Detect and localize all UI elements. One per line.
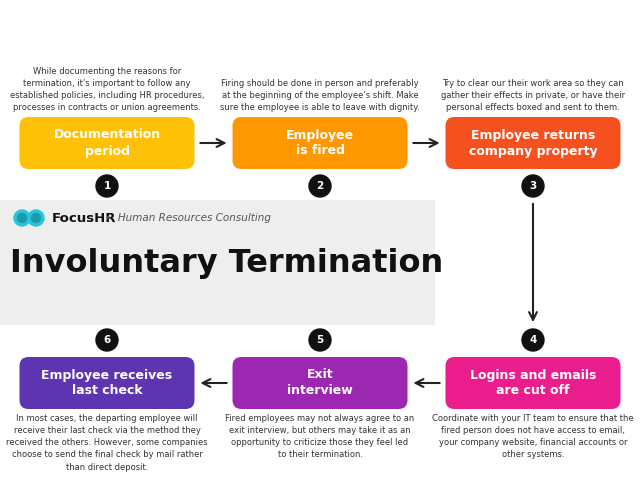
Circle shape bbox=[14, 210, 30, 226]
FancyBboxPatch shape bbox=[445, 117, 621, 169]
Circle shape bbox=[31, 213, 40, 223]
Text: Coordinate with your IT team to ensure that the
fired person does not have acces: Coordinate with your IT team to ensure t… bbox=[432, 414, 634, 459]
FancyBboxPatch shape bbox=[29, 215, 33, 221]
Circle shape bbox=[309, 175, 331, 197]
Text: FocusHR: FocusHR bbox=[52, 211, 116, 225]
Circle shape bbox=[96, 329, 118, 351]
FancyBboxPatch shape bbox=[0, 200, 435, 325]
Text: Involuntary Termination: Involuntary Termination bbox=[10, 248, 444, 279]
Circle shape bbox=[522, 329, 544, 351]
Text: 1: 1 bbox=[104, 181, 111, 191]
Circle shape bbox=[28, 210, 44, 226]
Text: Logins and emails
are cut off: Logins and emails are cut off bbox=[470, 369, 596, 397]
FancyBboxPatch shape bbox=[445, 357, 621, 409]
Text: 6: 6 bbox=[104, 335, 111, 345]
Text: 5: 5 bbox=[316, 335, 324, 345]
FancyBboxPatch shape bbox=[19, 357, 195, 409]
Circle shape bbox=[96, 175, 118, 197]
FancyBboxPatch shape bbox=[232, 357, 408, 409]
Text: Employee
is fired: Employee is fired bbox=[286, 128, 354, 158]
Text: While documenting the reasons for
termination, it’s important to follow any
esta: While documenting the reasons for termin… bbox=[10, 66, 204, 112]
Text: Try to clear our their work area so they can
gather their effects in private, or: Try to clear our their work area so they… bbox=[441, 79, 625, 112]
Text: Fired employees may not always agree to an
exit interview, but others may take i: Fired employees may not always agree to … bbox=[225, 414, 415, 459]
Text: Employee receives
last check: Employee receives last check bbox=[42, 369, 173, 397]
Circle shape bbox=[17, 213, 26, 223]
FancyBboxPatch shape bbox=[19, 117, 195, 169]
Text: 2: 2 bbox=[316, 181, 324, 191]
Text: Documentation
period: Documentation period bbox=[53, 128, 161, 158]
Text: 4: 4 bbox=[529, 335, 537, 345]
Text: •  Human Resources Consulting: • Human Resources Consulting bbox=[102, 213, 271, 223]
Text: Exit
interview: Exit interview bbox=[287, 369, 353, 397]
Circle shape bbox=[309, 329, 331, 351]
Text: In most cases, the departing employee will
receive their last check via the meth: In most cases, the departing employee wi… bbox=[6, 414, 208, 472]
Text: Employee returns
company property: Employee returns company property bbox=[468, 128, 597, 158]
Circle shape bbox=[522, 175, 544, 197]
FancyBboxPatch shape bbox=[232, 117, 408, 169]
Text: Firing should be done in person and preferably
at the beginning of the employee’: Firing should be done in person and pref… bbox=[220, 79, 420, 112]
Text: 3: 3 bbox=[529, 181, 536, 191]
